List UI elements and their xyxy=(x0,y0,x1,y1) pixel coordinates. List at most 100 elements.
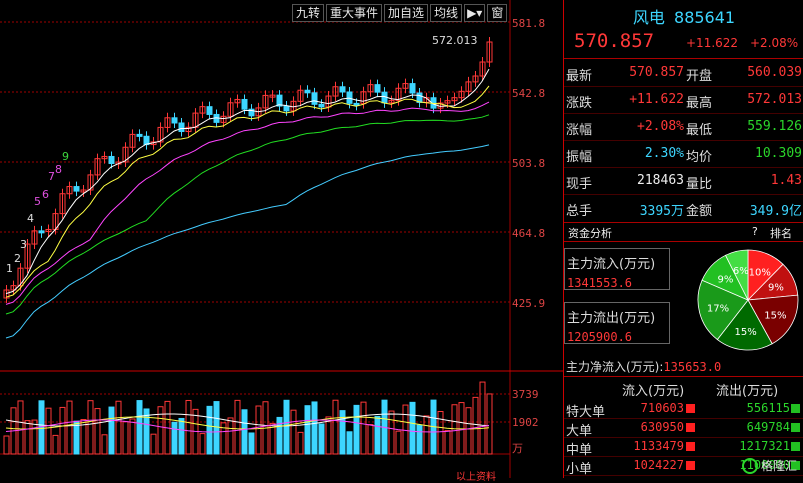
volume-bar xyxy=(374,415,381,455)
window-button[interactable]: 窗 xyxy=(487,4,508,22)
fund-row-name: 中单 xyxy=(566,443,593,458)
net-inflow-label: 主力净流入(万元): xyxy=(566,360,664,374)
candle-body xyxy=(276,94,283,107)
candle-body xyxy=(220,115,227,123)
volume-chart[interactable] xyxy=(0,372,563,478)
inflow-box xyxy=(564,248,670,290)
candle-body xyxy=(346,91,353,104)
quote-value: 559.126 xyxy=(747,119,802,134)
gelonghui-logo-icon xyxy=(741,457,758,474)
candle-body xyxy=(94,158,101,176)
volume-bar xyxy=(290,409,297,455)
volume-bar xyxy=(66,400,73,455)
volume-bar xyxy=(52,434,59,455)
volume-bar xyxy=(255,405,262,455)
row-divider xyxy=(564,113,803,114)
kline-chart[interactable] xyxy=(0,0,563,372)
quote-value: 10.309 xyxy=(755,146,802,161)
quote-label: 涨幅 xyxy=(566,123,593,138)
quote-panel: 风电 885641 570.857 +11.622 +2.08% 最新 570.8… xyxy=(563,0,803,478)
outflow-square-icon xyxy=(791,423,800,432)
volume-bar xyxy=(458,402,465,455)
volume-bar xyxy=(283,399,290,455)
row-divider xyxy=(564,167,803,168)
sequence-label: 9 xyxy=(62,150,69,163)
volume-bar xyxy=(73,420,80,455)
candle-body xyxy=(255,107,262,117)
fund-row-in: 630950 xyxy=(640,420,684,434)
candle-body xyxy=(66,186,73,195)
fund-analysis-header: 资金分析 ? 排名 xyxy=(564,222,803,242)
fund-row: 特大单 710603 556115 xyxy=(564,400,803,420)
volume-bar xyxy=(248,432,255,455)
add-watchlist-button[interactable]: 加自选 xyxy=(384,4,429,22)
candle-body xyxy=(136,133,143,137)
fund-row-in: 1024227 xyxy=(633,458,684,472)
flag-icon[interactable]: ▶▾ xyxy=(464,4,486,22)
quote-label: 最高 xyxy=(686,96,713,111)
volume-bar xyxy=(80,419,87,455)
candle-body xyxy=(59,193,66,215)
quote-value: 349.9亿 xyxy=(749,204,802,219)
candle-body xyxy=(311,92,318,105)
fund-row: 大单 630950 649784 xyxy=(564,419,803,439)
quote-row: 最新 570.857 开盘 560.039 xyxy=(564,62,803,84)
fund-row: 小单 1024227 1100000 xyxy=(564,457,803,477)
volume-bar xyxy=(437,410,444,455)
volume-bar xyxy=(199,433,206,455)
inflow-square-icon xyxy=(686,423,695,432)
sequence-label: 6 xyxy=(42,188,49,201)
rank-button[interactable]: 排名 xyxy=(770,227,792,240)
row-divider xyxy=(564,418,803,419)
quote-label: 涨跌 xyxy=(566,96,593,111)
chart-area[interactable]: 九转 重大事件 加自选 均线 ▶▾ 窗 581.8 542.8 503.8 46… xyxy=(0,0,563,483)
stock-title: 风电 885641 xyxy=(564,4,803,28)
quote-value: 560.039 xyxy=(747,65,802,80)
volume-bar xyxy=(416,424,423,455)
candle-body xyxy=(206,106,213,115)
candle-body xyxy=(87,174,94,191)
volume-bar xyxy=(472,396,479,455)
candle-body xyxy=(360,91,367,105)
volume-bar xyxy=(150,433,157,455)
candle-body xyxy=(3,289,10,299)
stock-name: 风电 xyxy=(632,8,665,27)
fund-row-out: 649784 xyxy=(746,420,790,434)
chart-toolbar: 九转 重大事件 加自选 均线 ▶▾ 窗 xyxy=(292,4,509,22)
outflow-square-icon xyxy=(791,404,800,413)
major-events-button[interactable]: 重大事件 xyxy=(326,4,383,22)
volume-bar xyxy=(311,401,318,455)
fund-pie-chart: 10%9%15%15%17%9%6% xyxy=(697,249,799,351)
ma-button[interactable]: 均线 xyxy=(430,4,463,22)
jiuzhuan-button[interactable]: 九转 xyxy=(292,4,325,22)
candle-body xyxy=(45,228,52,232)
help-icon[interactable]: ? xyxy=(752,225,758,238)
fund-row-name: 大单 xyxy=(566,424,593,439)
y-label-4: 464.8 xyxy=(512,227,546,240)
candle-body xyxy=(472,75,479,83)
volume-bar xyxy=(213,401,220,455)
row-divider xyxy=(564,475,803,476)
fund-row-in: 1133479 xyxy=(633,439,684,453)
sequence-label: 3 xyxy=(20,238,27,251)
candle-body xyxy=(178,122,185,133)
quote-row: 总手 3395万 金额 349.9亿 xyxy=(564,197,803,219)
candle-body xyxy=(17,267,24,287)
row-divider xyxy=(564,194,803,195)
volume-bar xyxy=(479,381,486,455)
inflow-label: 主力流入(万元) xyxy=(567,257,656,272)
candle-body xyxy=(409,83,416,94)
volume-bar xyxy=(136,400,143,455)
watermark: 格隆汇 xyxy=(741,457,797,474)
candle-body xyxy=(339,86,346,93)
volume-bar xyxy=(101,434,108,455)
ma-line xyxy=(5,68,490,295)
candle-body xyxy=(73,186,80,192)
price-change-pct: +2.08% xyxy=(750,36,799,50)
watermark-text: 格隆汇 xyxy=(760,459,797,473)
candle-body xyxy=(332,86,339,97)
candle-body xyxy=(269,94,276,98)
quote-value: +2.08% xyxy=(637,119,684,134)
vol-label-2: 1902 xyxy=(512,416,539,429)
candle-body xyxy=(367,84,374,93)
